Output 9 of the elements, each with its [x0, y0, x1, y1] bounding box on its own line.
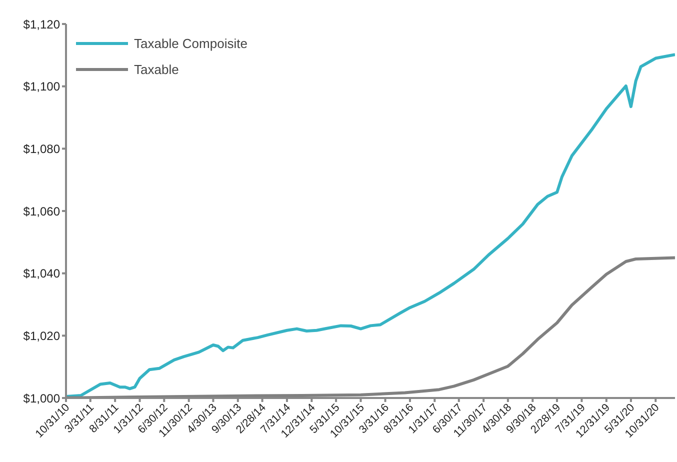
y-tick-label: $1,100	[23, 80, 60, 94]
y-tick-label: $1,060	[23, 204, 60, 218]
legend-label: Taxable Compoisite	[134, 36, 248, 50]
y-tick-label: $1,020	[23, 328, 60, 343]
y-tick-label: $1,120	[23, 17, 60, 32]
y-tick-label: $1,000	[23, 391, 60, 406]
legend-label: Taxable	[134, 62, 179, 76]
y-tick-label: $1,040	[23, 266, 60, 281]
y-tick-label: $1,080	[23, 142, 60, 156]
